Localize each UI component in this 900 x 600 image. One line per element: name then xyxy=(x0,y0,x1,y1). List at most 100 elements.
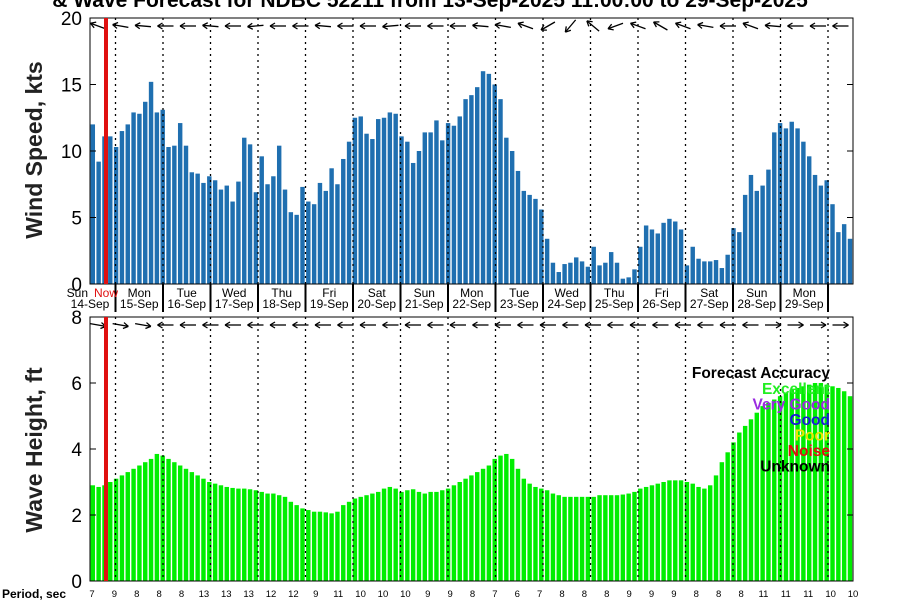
wind-bar xyxy=(521,190,527,284)
day-name-label: Sat xyxy=(700,286,719,300)
wind-bar xyxy=(177,123,183,284)
day-name-label: Wed xyxy=(222,286,246,300)
wave-bar xyxy=(568,496,573,581)
wind-direction-arrow xyxy=(382,22,399,30)
wave-direction-arrow xyxy=(404,321,421,329)
wave-direction-arrow xyxy=(517,321,534,329)
wave-bar xyxy=(608,495,614,581)
wave-bar xyxy=(667,480,672,581)
wave-bar xyxy=(760,406,765,581)
day-date-label: 26-Sep xyxy=(642,297,681,311)
wind-direction-arrow xyxy=(202,22,219,30)
day-name-label: Sun xyxy=(414,286,435,300)
period-value: 12 xyxy=(266,589,277,600)
wind-bar xyxy=(131,112,136,285)
wave-bar xyxy=(440,490,445,581)
wind-bar xyxy=(346,141,352,284)
wind-bar xyxy=(509,151,515,284)
wind-direction-arrow xyxy=(586,20,600,32)
day-date-label: 17-Sep xyxy=(215,297,254,311)
wave-bar xyxy=(603,495,608,581)
wave-bar xyxy=(661,482,666,581)
wave-bar xyxy=(795,387,800,581)
wind-bar xyxy=(311,204,317,284)
wave-bar xyxy=(405,490,410,581)
wave-bar xyxy=(818,383,824,581)
wind-bar xyxy=(195,173,200,284)
wave-direction-arrow xyxy=(247,321,264,329)
period-value: 10 xyxy=(848,589,859,600)
wave-bar xyxy=(90,485,96,581)
wind-bar xyxy=(550,262,556,284)
wave-direction-arrow xyxy=(314,321,331,329)
wind-direction-arrow xyxy=(472,22,489,30)
wind-bar xyxy=(259,156,264,284)
wave-bar xyxy=(352,498,358,581)
wind-bar xyxy=(393,113,398,284)
wave-bar xyxy=(673,480,678,581)
wind-direction-arrow xyxy=(719,22,736,30)
wave-bar xyxy=(311,511,317,581)
wave-bar xyxy=(731,442,736,581)
wave-bar xyxy=(236,488,241,581)
day-name-label: Thu xyxy=(271,286,292,300)
wave-direction-arrow xyxy=(382,321,399,329)
wind-bars xyxy=(90,71,853,285)
wave-direction-arrow xyxy=(584,321,601,329)
wave-bar xyxy=(754,412,759,581)
day-name-label: Wed xyxy=(555,286,579,300)
day-date-label: 18-Sep xyxy=(262,297,301,311)
wind-ytick-label: 0 xyxy=(71,275,82,296)
wind-bar xyxy=(90,124,96,285)
wind-bar xyxy=(649,229,655,284)
period-value: 9 xyxy=(627,589,632,600)
wave-day-gridlines xyxy=(114,317,829,581)
wind-bar xyxy=(847,238,853,284)
wind-bar xyxy=(183,145,189,284)
wave-direction-arrow xyxy=(179,321,196,329)
wind-speed-panel: 0 5 10 15 20 Wind Speed, kts xyxy=(21,9,854,296)
wave-bar xyxy=(189,472,195,581)
wind-ytick-label: 20 xyxy=(61,9,82,30)
wind-bar xyxy=(731,228,736,284)
wave-bar xyxy=(376,491,381,581)
wind-bar xyxy=(620,278,626,284)
wind-direction-arrow xyxy=(247,22,264,30)
day-date-label: 27-Sep xyxy=(690,297,729,311)
period-value: 9 xyxy=(112,589,117,600)
wind-bar xyxy=(376,119,381,284)
wind-bar xyxy=(143,101,148,284)
day-name-label: Tue xyxy=(177,286,198,300)
wind-bar xyxy=(492,84,497,284)
wind-bar xyxy=(568,262,573,284)
wave-bar xyxy=(125,472,130,581)
period-value: 8 xyxy=(134,589,139,600)
wind-bar xyxy=(428,132,433,284)
wave-bar xyxy=(422,493,428,581)
wave-bar xyxy=(166,458,171,581)
period-value: 7 xyxy=(89,589,94,600)
wave-height-panel: 0 2 4 6 8 Wave Height, ft xyxy=(21,308,854,593)
wind-bar xyxy=(766,169,771,284)
wave-bar xyxy=(696,486,701,581)
wind-bar xyxy=(329,168,334,284)
period-value: 9 xyxy=(313,589,318,600)
wave-bar xyxy=(649,485,655,581)
wind-ytick-label: 10 xyxy=(61,142,82,163)
day-name-label: Mon xyxy=(460,286,483,300)
day-date-label: 19-Sep xyxy=(310,297,349,311)
wind-bar xyxy=(364,133,369,284)
wave-bar xyxy=(154,453,160,581)
wave-direction-arrow xyxy=(292,321,309,329)
wind-bar xyxy=(818,185,824,284)
wave-bar xyxy=(230,487,235,581)
wind-direction-arrow xyxy=(564,19,577,33)
wind-direction-arrow xyxy=(337,22,354,30)
wave-ytick-label: 0 xyxy=(71,572,82,593)
figure-title: & Wave Forecast for NDBC 52211 from 13-S… xyxy=(52,0,808,12)
period-value: 8 xyxy=(179,589,184,600)
wind-direction-arrow xyxy=(764,22,782,30)
wave-bars xyxy=(90,383,853,581)
wind-bar xyxy=(673,221,678,284)
wave-bar xyxy=(469,475,474,581)
